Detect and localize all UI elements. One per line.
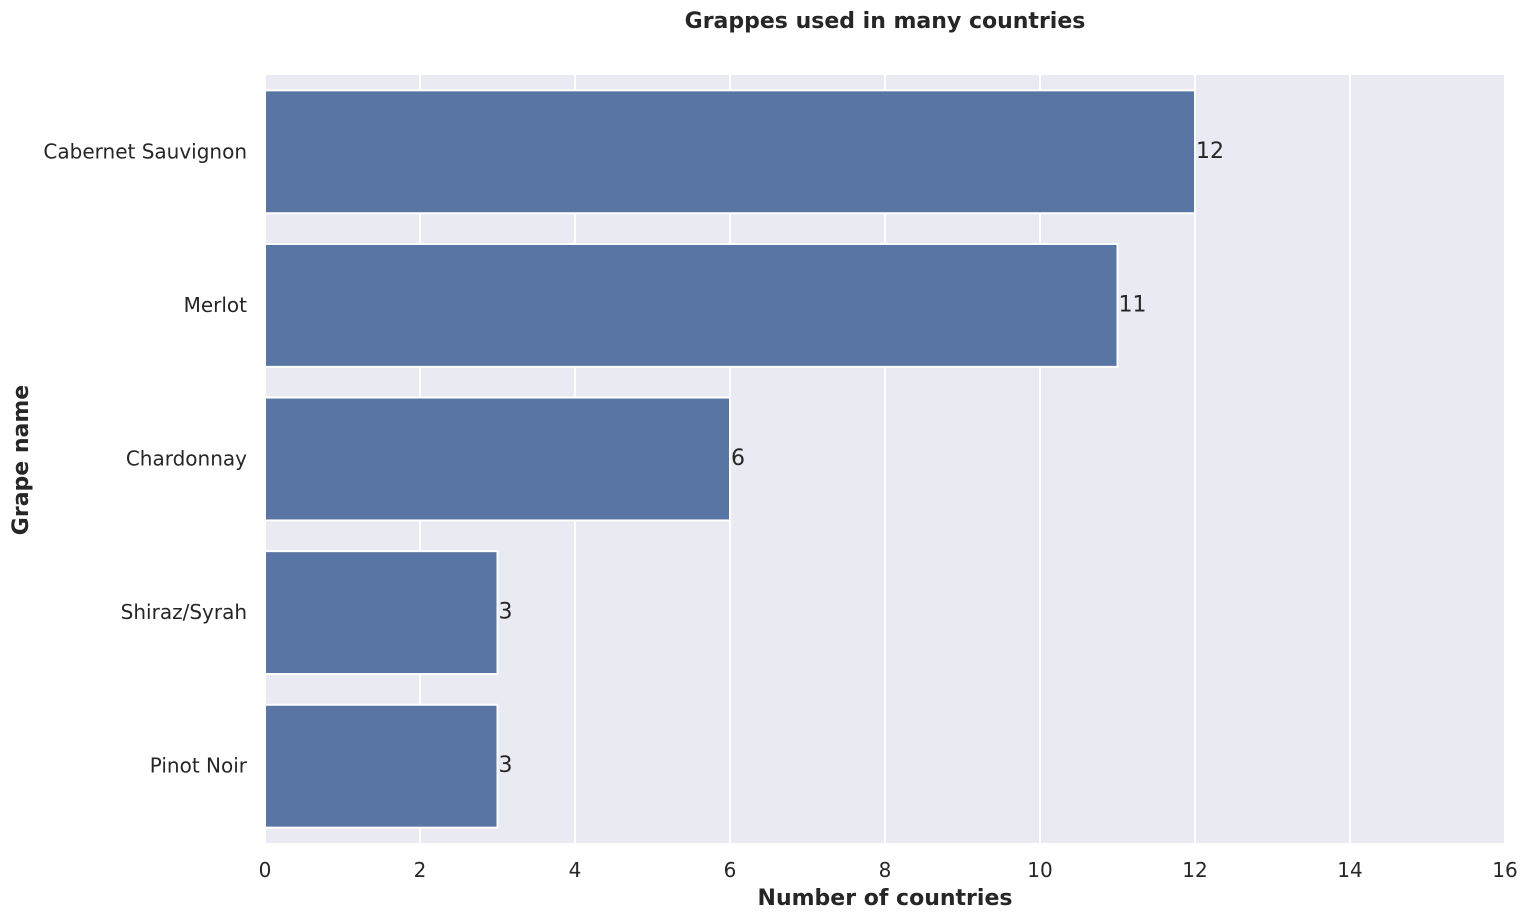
y-tick-labels: Cabernet Sauvignon Merlot Chardonnay Shiraz… [43,139,247,777]
x-tick-label: 14 [1337,858,1362,882]
data-label: 3 [499,600,513,625]
y-tick-label: Pinot Noir [150,754,248,778]
bar [264,242,1119,368]
x-tick-label: 16 [1492,858,1517,882]
bar [264,396,731,522]
y-tick-label: Shiraz/Syrah [121,600,247,624]
x-tick-label: 10 [1027,858,1052,882]
y-tick-label: Chardonnay [126,447,247,471]
x-tick-labels: 0 2 4 6 8 10 12 14 16 [259,858,1518,882]
y-axis-label: Grape name [9,385,34,535]
bar [264,550,499,676]
bar [264,89,1196,215]
data-label: 6 [731,446,745,471]
x-tick-label: 2 [414,858,427,882]
x-axis-label: Number of countries [758,886,1013,911]
bars [264,89,1196,829]
data-label: 11 [1119,292,1147,317]
bar [264,703,499,829]
data-labels: 12 11 6 3 3 [499,139,1225,778]
y-tick-label: Cabernet Sauvignon [43,139,247,163]
x-tick-label: 12 [1182,858,1207,882]
chart-title: Grappes used in many countries [685,9,1086,34]
x-tick-label: 8 [879,858,892,882]
y-tick-label: Merlot [184,293,248,317]
x-tick-label: 6 [724,858,737,882]
data-label: 12 [1196,139,1224,164]
data-label: 3 [499,753,513,778]
x-tick-label: 0 [259,858,272,882]
x-tick-label: 4 [569,858,582,882]
